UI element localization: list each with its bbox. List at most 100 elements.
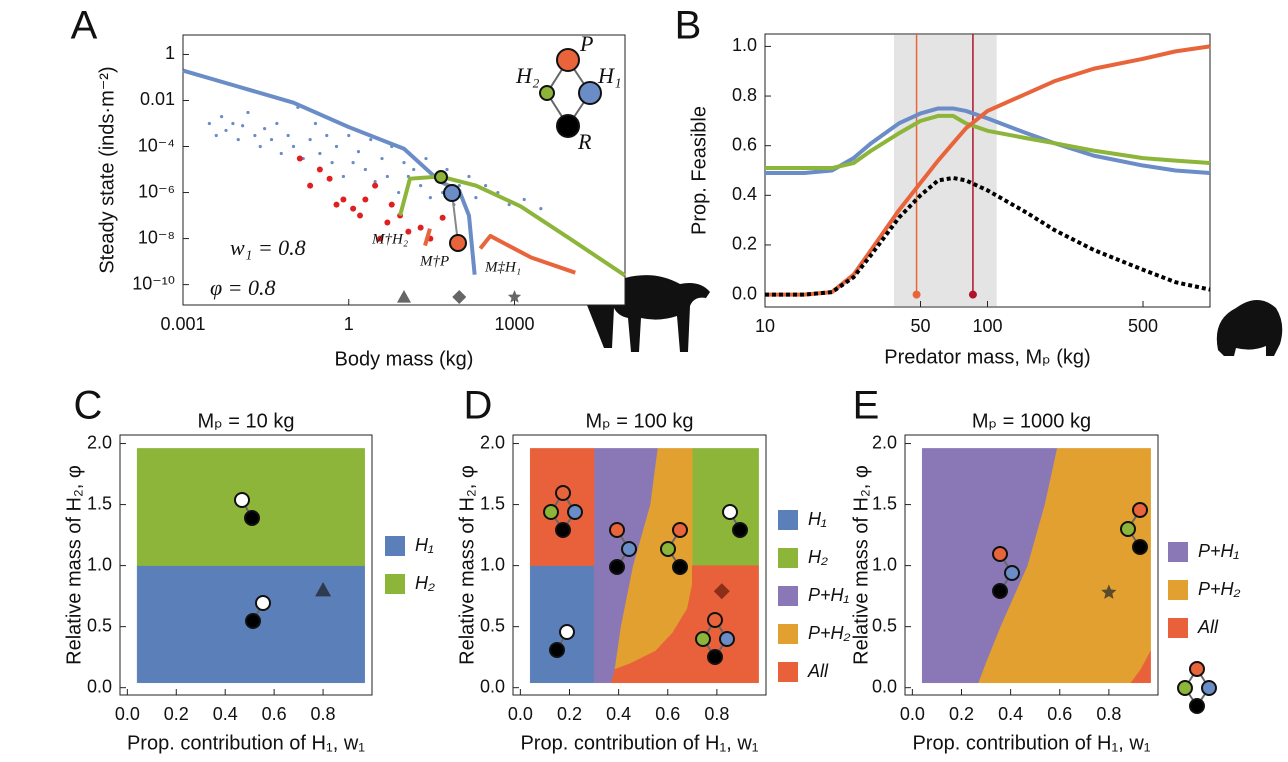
icon-node: [609, 559, 625, 575]
scatter-point: [439, 214, 446, 221]
x-tick-label: 0.0: [508, 704, 533, 724]
scatter-point: [350, 205, 357, 212]
icon-node: [245, 613, 261, 629]
state-node: [443, 184, 461, 202]
x-axis-label: Prop. contribution of H₁, w₁: [520, 732, 758, 754]
x-tick-label: 0.0: [115, 704, 140, 724]
legend-swatch: [778, 586, 798, 606]
scatter-point: [279, 151, 283, 156]
scatter-point: [313, 121, 318, 126]
icon-node: [609, 522, 625, 538]
scatter-point: [377, 235, 384, 242]
node-label: H₂: [515, 63, 540, 88]
y-axis-label: Steady state (inds·m⁻²): [96, 66, 118, 273]
scatter-point: [539, 207, 543, 211]
y-tick-label: 1: [165, 43, 175, 63]
series-line: [765, 106, 1211, 175]
chart-title: Mₚ = 100 kg: [585, 410, 693, 432]
scatter-point: [380, 156, 384, 161]
y-tick-label: 0.2: [732, 234, 757, 254]
scatter-point: [397, 190, 401, 195]
node-label: R: [577, 129, 592, 154]
legend-swatch: [1168, 618, 1188, 638]
scatter-point: [484, 184, 488, 188]
icon-node: [1132, 502, 1148, 518]
y-tick-label: 1.5: [872, 493, 897, 513]
legend-label: H₁: [808, 509, 827, 529]
x-tick-label: 0.6: [1047, 704, 1072, 724]
x-tick-label: 10: [755, 316, 775, 336]
legend-swatch: [778, 624, 798, 644]
marker: [713, 583, 730, 600]
series-line: [182, 68, 477, 275]
icon-node: [234, 492, 250, 508]
scatter-point: [341, 174, 345, 179]
scatter-point: [263, 127, 267, 131]
y-tick-label: 0.0: [732, 283, 757, 303]
legend-swatch: [778, 662, 798, 682]
chart-title: Mₚ = 1000 kg: [972, 410, 1091, 432]
scatter-point: [214, 133, 218, 138]
scatter-point: [372, 182, 379, 189]
scatter-point: [385, 174, 389, 179]
scatter-point: [246, 110, 250, 115]
region: [1130, 650, 1151, 684]
y-axis-label: Relative mass of H₂, φ: [850, 465, 872, 665]
icon-node: [707, 612, 723, 628]
annotation: w₁ = 0.8: [230, 235, 306, 260]
x-tick-label: 0.001: [160, 314, 205, 334]
icon-node: [555, 522, 571, 538]
series-line: [398, 174, 627, 278]
legend-swatch: [1168, 580, 1188, 600]
scatter-point: [296, 155, 303, 162]
icon-node: [1177, 680, 1193, 696]
annotation: M†P: [419, 253, 449, 269]
icon-node: [555, 485, 571, 501]
annotation: M‡H₁: [484, 259, 521, 275]
y-tick-label: 1.5: [87, 493, 112, 513]
icon-node: [672, 522, 688, 538]
legend-label: H₂: [415, 573, 435, 593]
scatter-point: [318, 151, 322, 156]
x-tick-label: 0.8: [1096, 704, 1121, 724]
x-tick-label: 0.2: [164, 704, 189, 724]
marker: [315, 582, 332, 597]
x-tick-label: 0.6: [262, 704, 287, 724]
legend-label: P+H₁: [1198, 541, 1240, 561]
scatter-point: [467, 174, 471, 179]
legend-swatch: [385, 574, 405, 594]
icon-node: [244, 510, 260, 526]
icon-node: [719, 631, 735, 647]
panel-label: C: [74, 384, 103, 428]
scatter-point: [269, 137, 274, 142]
scatter-point: [417, 224, 424, 231]
vline-dot: [968, 290, 977, 299]
scatter-point: [357, 212, 364, 219]
scatter-point: [340, 196, 347, 203]
icon-node: [549, 642, 565, 658]
mass-marker: [452, 290, 467, 304]
state-node: [434, 170, 448, 184]
x-tick-label: 0.4: [606, 704, 631, 724]
icon-node: [578, 81, 602, 105]
scatter-point: [356, 150, 361, 154]
scatter-point: [236, 137, 240, 142]
scatter-point: [316, 166, 323, 173]
legend-label: P+H₁: [808, 585, 850, 605]
y-tick-label: 0.0: [872, 676, 897, 696]
x-tick-label: 0.4: [213, 704, 238, 724]
icon-node: [621, 541, 637, 557]
y-tick-label: 0.5: [872, 615, 897, 635]
panel-label: B: [675, 4, 702, 48]
y-tick-label: 1.0: [87, 554, 112, 574]
x-tick-label: 0.0: [900, 704, 925, 724]
y-tick-label: 1.0: [732, 35, 757, 55]
y-tick-label: 0.6: [732, 134, 757, 154]
shaded-range: [894, 35, 997, 306]
legend-label: All: [807, 661, 829, 681]
plot-frame: [182, 34, 626, 306]
marker: [1101, 584, 1117, 599]
x-axis-label: Prop. contribution of H₁, w₁: [127, 732, 365, 754]
predator-silhouette: [1216, 300, 1283, 356]
